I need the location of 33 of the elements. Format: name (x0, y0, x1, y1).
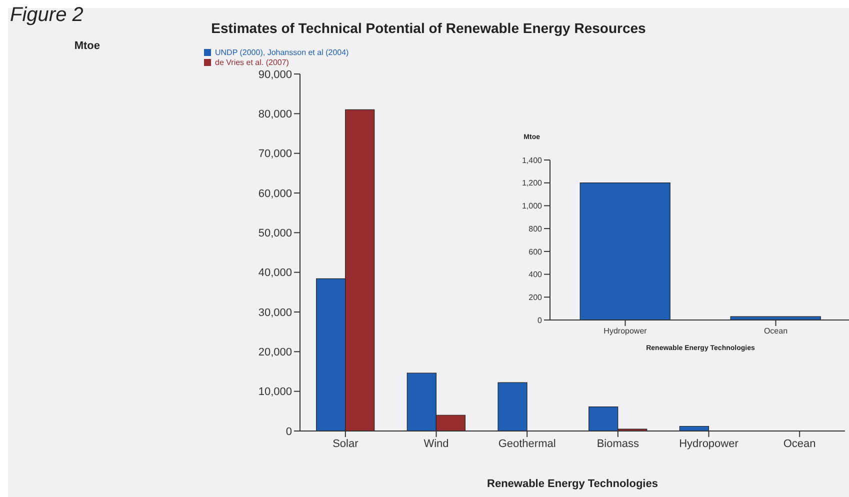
y-tick-label: 1,400 (522, 156, 543, 165)
y-tick-label: 0 (286, 426, 292, 438)
y-tick-label: 30,000 (258, 306, 292, 319)
chart-title: Estimates of Technical Potential of Renewable Energy Resources (211, 20, 646, 36)
y-tick-label: 70,000 (258, 148, 292, 160)
y-tick-label: 0 (538, 316, 543, 325)
y-tick-label: 400 (528, 270, 543, 280)
x-tick-label: Ocean (764, 326, 788, 336)
y-tick-label: 200 (528, 292, 543, 302)
x-tick-label: Solar (332, 438, 359, 450)
x-tick-label: Biomass (596, 438, 640, 450)
y-tick-label: 90,000 (258, 68, 292, 81)
y-tick-label: 1,000 (522, 202, 543, 211)
y-tick-label: 800 (528, 224, 543, 234)
x-tick-label: Ocean (783, 438, 816, 450)
y-tick-label: 20,000 (258, 346, 292, 359)
x-tick-label: Hydropower (679, 438, 739, 450)
y-tick-label: 60,000 (258, 188, 292, 200)
y-tick-label: 40,000 (258, 267, 292, 280)
y-tick-label: 50,000 (258, 228, 292, 240)
legend-label: de Vries et al. (2007) (215, 58, 289, 67)
x-tick-label: Hydropower (604, 326, 648, 336)
y-tick-label: 1,200 (522, 178, 543, 188)
y-tick-label: 80,000 (258, 108, 292, 121)
caption: Figure 2 (10, 4, 84, 27)
legend-label: UNDP (2000), Johansson et al (2004) (215, 48, 349, 57)
x-axis-title: Renewable Energy Technologies (487, 478, 658, 490)
y-axis-title: Mtoe (73, 40, 100, 52)
y-tick-label: 600 (528, 247, 543, 256)
x-tick-label: Geothermal (498, 438, 556, 450)
y-tick-label: 10,000 (258, 386, 292, 398)
x-tick-label: Wind (424, 438, 449, 450)
bar (498, 382, 528, 431)
